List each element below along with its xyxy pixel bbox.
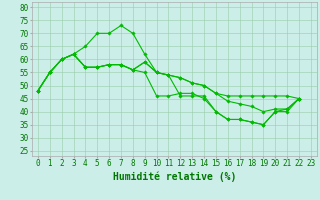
X-axis label: Humidité relative (%): Humidité relative (%) (113, 171, 236, 182)
